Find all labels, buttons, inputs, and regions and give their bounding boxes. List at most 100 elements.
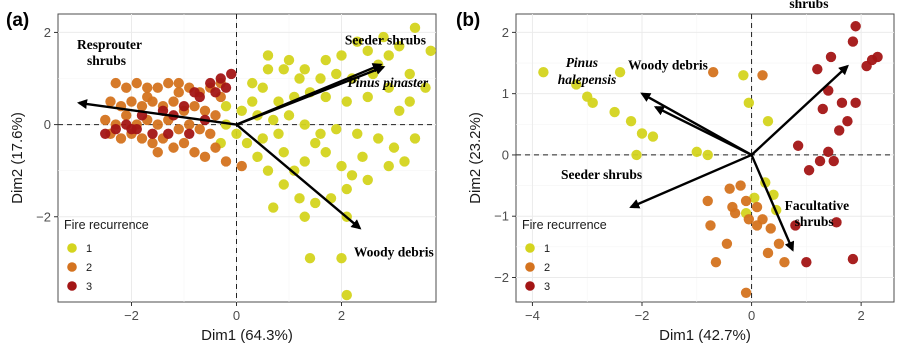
point-recurrence-2 — [724, 183, 735, 194]
x-tick-label: −4 — [525, 308, 540, 323]
vectors-a: Seeder shrubs Pinus pinaster Resprouter shr… — [77, 33, 434, 260]
point-recurrence-1 — [352, 36, 363, 47]
point-recurrence-1 — [273, 128, 284, 140]
point-recurrence-2 — [184, 119, 195, 130]
point-recurrence-2 — [705, 220, 716, 231]
point-recurrence-1 — [362, 91, 373, 103]
point-recurrence-2 — [163, 77, 174, 89]
point-recurrence-2 — [142, 91, 153, 103]
point-recurrence-2 — [236, 160, 247, 172]
legend-label-3: 3 — [544, 281, 550, 293]
point-recurrence-3 — [801, 256, 812, 268]
point-recurrence-1 — [268, 114, 279, 126]
x-tick-label: −2 — [124, 308, 139, 323]
point-recurrence-2 — [210, 142, 221, 153]
point-recurrence-1 — [383, 160, 394, 172]
point-recurrence-2 — [136, 133, 148, 144]
point-recurrence-2 — [115, 133, 127, 144]
point-recurrence-1 — [341, 96, 352, 107]
point-recurrence-3 — [842, 116, 853, 127]
point-recurrence-3 — [850, 97, 861, 109]
vector-label: Facultative shrubs — [785, 198, 849, 229]
point-recurrence-2 — [740, 287, 752, 299]
point-recurrence-3 — [825, 51, 837, 63]
vectors-b: Woody debris Pinus halepensis Seeder shrubs… — [558, 0, 849, 252]
point-recurrence-1 — [299, 156, 310, 167]
point-recurrence-2 — [721, 238, 733, 249]
point-recurrence-1 — [320, 54, 331, 66]
point-recurrence-1 — [383, 82, 394, 93]
point-recurrence-3 — [100, 128, 111, 140]
point-recurrence-3 — [847, 253, 859, 265]
panel-b: Woody debris Pinus halepensis Seeder shrubs… — [456, 0, 895, 344]
point-recurrence-1 — [289, 165, 300, 176]
point-recurrence-1 — [299, 211, 310, 222]
point-recurrence-2 — [168, 96, 179, 107]
point-recurrence-3 — [814, 155, 826, 167]
point-recurrence-1 — [420, 82, 431, 93]
point-recurrence-1 — [399, 156, 410, 167]
x-axis-title-a: Dim1 (64.3%) — [201, 327, 293, 344]
loading-arrow — [750, 64, 849, 156]
point-recurrence-2 — [173, 87, 184, 98]
point-recurrence-2 — [105, 96, 116, 107]
y-tick-label: −1 — [494, 209, 509, 224]
point-recurrence-3 — [210, 87, 221, 98]
point-recurrence-1 — [336, 50, 347, 61]
point-recurrence-1 — [373, 133, 384, 144]
loading-arrow — [236, 65, 386, 126]
point-recurrence-3 — [792, 140, 804, 151]
legend-key-3 — [67, 281, 77, 291]
x-tick-label: 0 — [748, 308, 755, 323]
plot-area-a — [57, 13, 437, 303]
point-recurrence-1 — [336, 160, 347, 172]
point-recurrence-2 — [220, 156, 232, 167]
point-recurrence-2 — [708, 67, 719, 78]
loading-arrow — [235, 123, 362, 230]
point-recurrence-2 — [136, 100, 148, 112]
point-recurrence-2 — [152, 82, 163, 93]
point-recurrence-1 — [631, 149, 642, 161]
y-tick-label: −2 — [36, 209, 51, 224]
point-recurrence-2 — [762, 247, 774, 259]
point-recurrence-1 — [257, 133, 268, 144]
y-axis-title-a: Dim2 (17.6%) — [9, 112, 26, 204]
point-recurrence-3 — [215, 73, 226, 84]
legend-label-1: 1 — [544, 243, 550, 255]
point-recurrence-2 — [142, 82, 153, 93]
point-recurrence-2 — [100, 114, 111, 126]
legend-label-1: 1 — [86, 243, 92, 255]
y-tick-label: 2 — [502, 25, 509, 40]
point-recurrence-3 — [131, 124, 142, 135]
point-recurrence-3 — [184, 128, 195, 140]
point-recurrence-2 — [702, 195, 713, 207]
point-recurrence-1 — [320, 147, 331, 158]
point-recurrence-2 — [178, 137, 190, 149]
point-recurrence-1 — [331, 124, 342, 135]
point-recurrence-2 — [751, 201, 763, 213]
point-recurrence-2 — [743, 214, 755, 225]
point-recurrence-2 — [727, 201, 738, 213]
point-recurrence-1 — [571, 79, 582, 90]
y-tick-label: 0 — [44, 117, 51, 132]
vector-label: Woody debris — [354, 244, 434, 259]
point-recurrence-1 — [236, 105, 247, 116]
point-recurrence-1 — [278, 179, 289, 190]
point-recurrence-1 — [378, 31, 389, 43]
point-recurrence-1 — [357, 151, 368, 163]
x-axis-title-b: Dim1 (42.7%) — [659, 327, 751, 344]
point-recurrence-1 — [647, 131, 659, 142]
point-recurrence-2 — [189, 147, 200, 158]
y-tick-label: 0 — [502, 147, 509, 162]
point-recurrence-2 — [779, 256, 790, 268]
vector-label: Pinus halepensis — [558, 55, 617, 87]
legend-key-1 — [67, 243, 77, 253]
point-recurrence-3 — [226, 68, 237, 80]
point-recurrence-1 — [749, 192, 760, 204]
point-recurrence-2 — [199, 105, 211, 116]
point-recurrence-1 — [273, 96, 284, 107]
point-recurrence-2 — [210, 110, 221, 121]
point-recurrence-2 — [121, 110, 132, 121]
